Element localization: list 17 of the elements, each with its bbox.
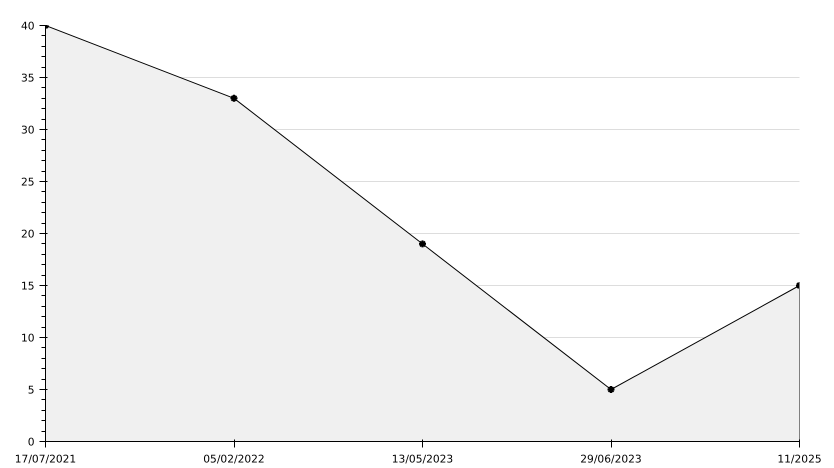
x-tick-label: 13/05/2023 xyxy=(392,452,454,466)
y-tick-label: 5 xyxy=(28,384,34,396)
point xyxy=(230,94,238,103)
y-tick-label: 15 xyxy=(20,280,35,292)
point xyxy=(418,239,427,248)
x-tick-label: 11/2025 xyxy=(777,452,822,466)
y-tick-label: 35 xyxy=(20,72,35,84)
x-tick-label: 29/06/2023 xyxy=(580,452,642,466)
y-tick-label: 0 xyxy=(28,436,35,448)
point xyxy=(606,385,616,394)
y-tick-label: 25 xyxy=(20,176,35,188)
y-tick-label: 10 xyxy=(20,332,35,344)
y-tick-label: 20 xyxy=(20,228,35,240)
x-tick-label: 17/07/2021 xyxy=(14,452,76,466)
y-tick-label: 30 xyxy=(20,124,35,136)
y-tick-label: 40 xyxy=(20,20,35,32)
x-tick-label: 05/02/2022 xyxy=(203,452,265,466)
